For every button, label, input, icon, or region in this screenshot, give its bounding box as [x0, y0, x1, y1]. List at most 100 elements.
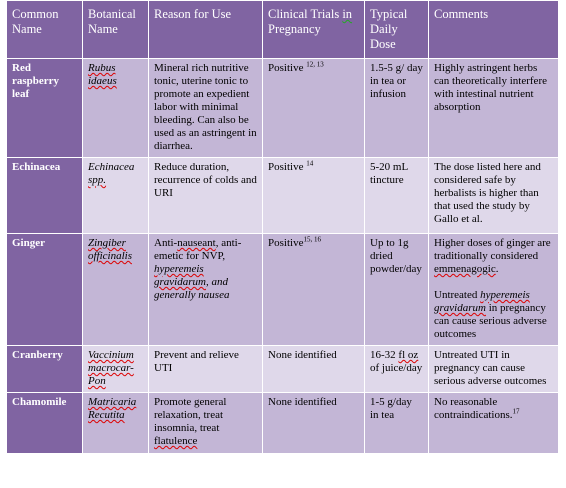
paragraph: Positive 14: [268, 159, 359, 174]
paragraph: Untreated UTI in pregnancy can cause ser…: [434, 349, 553, 388]
text-run: None identified: [268, 396, 337, 408]
table-row: Ginger Zingiber officinalis Anti-nauseant,…: [6, 233, 559, 346]
herb-name: Cranberry: [6, 345, 83, 393]
table-cell: No reasonable contraindications.17: [428, 392, 559, 454]
table-cell: Higher doses of ginger are traditionally…: [428, 233, 559, 346]
herb-name: Echinacea: [6, 157, 83, 234]
text-run: Promote general relaxation, treat insomn…: [154, 396, 227, 434]
paragraph: None identified: [268, 349, 359, 362]
text-run: Rubus idaeus: [88, 62, 117, 87]
table-cell: 5-20 mL tincture: [364, 157, 429, 234]
paragraph: Positive15, 16: [268, 235, 359, 250]
paragraph: Promote general relaxation, treat insomn…: [154, 396, 257, 448]
column-header: Clinical Trials in Pregnancy: [262, 0, 365, 59]
text-run: hyperemeis gravidarum: [154, 263, 206, 288]
paragraph: None identified: [268, 396, 359, 409]
table-cell: The dose listed here and considered safe…: [428, 157, 559, 234]
herb-name: Red raspberry leaf: [6, 58, 83, 158]
paragraph: Mineral rich nutritive tonic, uterine to…: [154, 62, 257, 153]
text-run: of juice/day: [370, 362, 423, 374]
paragraph: Untreated hyperemeis gravidarum in pregn…: [434, 289, 553, 341]
text-run: Matricaria Recutita: [88, 396, 137, 421]
herb-name: Ginger: [6, 233, 83, 346]
text-run: The dose listed here and considered safe…: [434, 161, 541, 225]
table-row: Echinacea Echinacea spp. Reduce duration, …: [6, 157, 559, 234]
text-run: 1-5 g/day in tea: [370, 396, 412, 421]
text-run: nauseant: [177, 237, 216, 249]
paragraph: 1-5 g/day in tea: [370, 396, 423, 422]
paragraph: 5-20 mL tincture: [370, 161, 423, 187]
paragraph: 16-32 fl oz of juice/day: [370, 349, 423, 375]
text-run: 16-32: [370, 349, 399, 361]
text-run: Echinacea: [88, 161, 135, 173]
text-run: Mineral rich nutritive tonic, uterine to…: [154, 62, 257, 152]
text-run: emmenagogic: [434, 263, 496, 275]
paragraph: Zingiber officinalis: [88, 237, 143, 263]
table-cell: Positive15, 16: [262, 233, 365, 346]
text-run: Untreated UTI in pregnancy can cause ser…: [434, 349, 547, 387]
footnote-ref: 17: [512, 407, 520, 416]
table-cell: Echinacea spp.: [82, 157, 149, 234]
paragraph: Rubus idaeus: [88, 62, 143, 88]
text-run: Anti-: [154, 237, 178, 249]
text-run: in: [342, 7, 353, 21]
text-run: No reasonable contraindications.: [434, 396, 513, 421]
paragraph: 1.5-5 g/ day in tea or infusion: [370, 62, 423, 101]
text-run: hyperemeis gravidarum: [434, 289, 530, 314]
table-cell: Promote general relaxation, treat insomn…: [148, 392, 263, 454]
table-cell: Positive 14: [262, 157, 365, 234]
paragraph: Anti-nauseant, anti-emetic for NVP, hype…: [154, 237, 257, 302]
text-run: spp.: [88, 174, 107, 186]
table-cell: Positive 12, 13: [262, 58, 365, 158]
table-header: Common Name Botanical Name Reason for Use C…: [6, 0, 559, 59]
paragraph: Echinacea spp.: [88, 161, 143, 187]
text-run: Vaccinium macrocar-Pon: [88, 349, 134, 387]
column-header: Common Name: [6, 0, 83, 59]
column-header: Comments: [428, 0, 559, 59]
column-header: Typical Daily Dose: [364, 0, 429, 59]
paragraph: Clinical Trials in Pregnancy: [268, 7, 359, 37]
text-run: Higher doses of ginger are traditionally…: [434, 237, 551, 262]
table-cell: Prevent and relieve UTI: [148, 345, 263, 393]
paragraph: Reduce duration, recurrence of colds and…: [154, 161, 257, 200]
table-row: Chamomile Matricaria Recutita Promote gene…: [6, 392, 559, 454]
footnote-ref: 12, 13: [306, 60, 324, 69]
paragraph: Positive 12, 13: [268, 60, 359, 75]
text-run: Untreated: [434, 289, 481, 301]
text-run: .: [495, 263, 499, 275]
text-run: Clinical Trials: [268, 7, 343, 21]
table-cell: None identified: [262, 345, 365, 393]
footnote-ref: 14: [306, 159, 314, 168]
text-run: Reduce duration, recurrence of colds and…: [154, 161, 257, 199]
paragraph: Higher doses of ginger are traditionally…: [434, 237, 553, 276]
table-cell: Reduce duration, recurrence of colds and…: [148, 157, 263, 234]
paragraph: Prevent and relieve UTI: [154, 349, 257, 375]
footnote-ref: 15, 16: [303, 235, 321, 244]
text-run: Pregnancy: [268, 22, 321, 36]
text-run: 5-20 mL tincture: [370, 161, 408, 186]
text-run: Highly astringent herbs can theoreticall…: [434, 62, 547, 113]
table-cell: Mineral rich nutritive tonic, uterine to…: [148, 58, 263, 158]
table-cell: 16-32 fl oz of juice/day: [364, 345, 429, 393]
paragraph: Vaccinium macrocar-Pon: [88, 349, 143, 388]
table-cell: Vaccinium macrocar-Pon: [82, 345, 149, 393]
paragraph: Up to 1g dried powder/day: [370, 237, 423, 276]
table-cell: Zingiber officinalis: [82, 233, 149, 346]
column-header: Reason for Use: [148, 0, 263, 59]
paragraph: No reasonable contraindications.17: [434, 396, 553, 422]
paragraph: Highly astringent herbs can theoreticall…: [434, 62, 553, 114]
text-run: 1.5-5 g/ day in tea or infusion: [370, 62, 423, 100]
table-cell: Rubus idaeus: [82, 58, 149, 158]
header-row: Common Name Botanical Name Reason for Use C…: [6, 0, 559, 59]
table-cell: Up to 1g dried powder/day: [364, 233, 429, 346]
table-cell: 1.5-5 g/ day in tea or infusion: [364, 58, 429, 158]
text-run: Zingiber officinalis: [88, 237, 132, 262]
text-run: , anti-emetic for NVP,: [154, 237, 242, 262]
text-run: in pregnancy can cause serious adverse o…: [434, 302, 547, 340]
text-run: Positive: [268, 161, 307, 173]
column-header: Botanical Name: [82, 0, 149, 59]
text-run: flatulence: [154, 435, 198, 447]
paragraph: The dose listed here and considered safe…: [434, 161, 553, 226]
text-run: None identified: [268, 349, 337, 361]
